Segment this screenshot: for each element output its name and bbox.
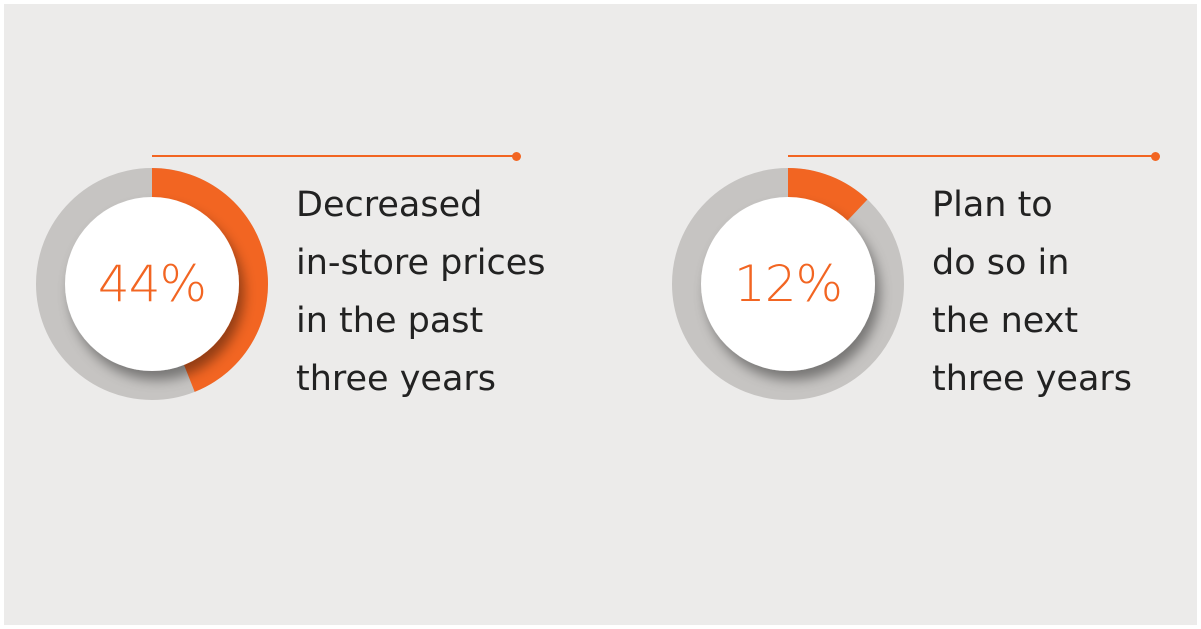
stat-block-future: 12% Plan to do so in the next three year…: [640, 4, 1200, 424]
accent-rule: [788, 155, 1155, 157]
stat-description: Plan to do so in the next three years: [932, 176, 1132, 408]
description-line: the next: [932, 301, 1079, 341]
description-line: Decreased: [296, 185, 483, 225]
description-line: three years: [296, 359, 497, 399]
donut-svg: [36, 168, 268, 400]
percentage-value: 12%: [733, 255, 843, 313]
accent-rule-dot: [512, 151, 521, 161]
stat-block-past: 44% Decreased in-store prices in the pas…: [4, 4, 564, 424]
donut-chart: 44%: [36, 168, 268, 400]
donut-center-disc: [701, 197, 875, 371]
description-line: do so in: [932, 243, 1070, 283]
accent-rule: [152, 155, 516, 157]
stat-description: Decreased in-store prices in the past th…: [296, 176, 546, 408]
donut-svg: [672, 168, 904, 400]
description-line: in-store prices: [296, 243, 546, 283]
donut-value-arc: [787, 168, 868, 222]
description-line: in the past: [296, 301, 484, 341]
percentage-value: 44%: [97, 255, 207, 313]
accent-rule-dot: [1151, 151, 1160, 161]
donut-value-arc: [151, 168, 268, 392]
description-line: Plan to: [932, 185, 1053, 225]
donut-center-disc: [65, 197, 239, 371]
infographic-canvas: 44% Decreased in-store prices in the pas…: [4, 4, 1197, 625]
donut-chart: 12%: [672, 168, 904, 400]
description-line: three years: [932, 359, 1133, 399]
